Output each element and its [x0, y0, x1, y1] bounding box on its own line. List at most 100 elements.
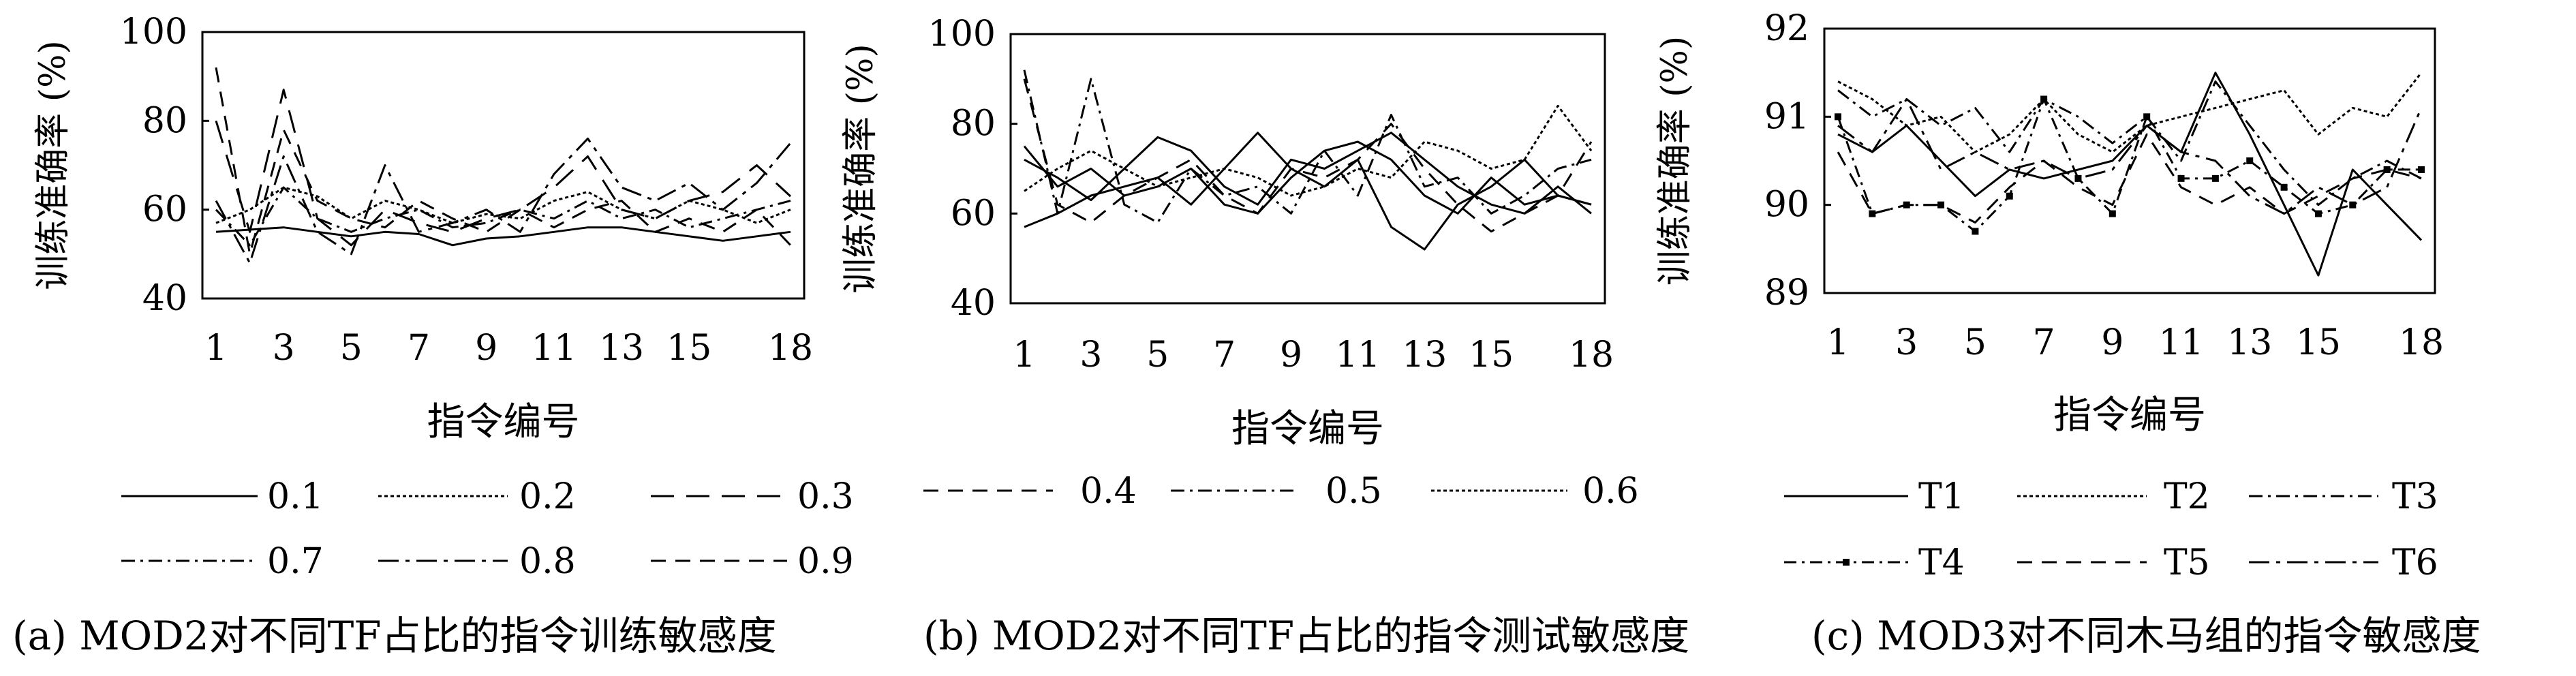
y-tick-label: 80	[951, 104, 996, 144]
legend-label: 0.8	[519, 541, 576, 582]
legend-label: T2	[2164, 476, 2210, 517]
series-line-T1	[1837, 72, 2423, 277]
series-line-T2	[1837, 72, 2423, 153]
y-tick-label: 100	[928, 14, 996, 55]
x-tick-label: 13	[1402, 335, 1447, 375]
caption-a: (a) MOD2对不同TF占比的指令训练敏感度	[12, 613, 777, 659]
series-point	[2349, 201, 2357, 209]
series-point	[2383, 166, 2391, 173]
caption-b: (b) MOD2对不同TF占比的指令测试敏感度	[923, 613, 1689, 659]
x-axis-label: 指令编号	[1231, 407, 1384, 451]
y-tick-label: 80	[142, 100, 187, 141]
x-tick-label: 1	[1826, 322, 1849, 363]
series-point	[2006, 192, 2013, 200]
series-point	[2211, 174, 2219, 182]
series-line-T5	[1837, 133, 2422, 224]
legend-label: 0.3	[797, 476, 854, 517]
legend-label: 0.9	[797, 541, 854, 582]
plot-frame	[201, 31, 806, 300]
series-group	[1835, 72, 2425, 277]
x-tick-label: 15	[666, 328, 711, 369]
series-line-T6	[1837, 98, 2423, 215]
x-tick-label: 18	[768, 328, 813, 369]
y-tick-label: 60	[142, 189, 187, 230]
y-tick-label: 91	[1764, 96, 1809, 137]
x-tick-label: 5	[1146, 335, 1169, 375]
y-axis-label: 训练准确率 (%)	[840, 44, 881, 294]
x-tick-label: 3	[1895, 322, 1918, 363]
x-tick-label: 13	[599, 328, 644, 369]
series-point	[1937, 201, 1945, 209]
x-axis-label: 指令编号	[427, 400, 580, 444]
x-tick-label: 9	[475, 328, 497, 369]
captions: (a) MOD2对不同TF占比的指令训练敏感度 (b) MOD2对不同TF占比的指…	[12, 613, 2481, 659]
series-line-0.6	[1024, 104, 1593, 197]
series-group	[215, 67, 792, 264]
y-tick-label: 40	[951, 283, 996, 324]
legend-label: T3	[2392, 476, 2438, 517]
series-line-0.3	[215, 89, 792, 247]
x-tick-label: 5	[340, 328, 363, 369]
x-tick-label: 7	[1213, 335, 1236, 375]
series-line-0.1	[215, 226, 791, 247]
legend-label: 0.1	[267, 476, 324, 517]
series-point	[2246, 157, 2254, 164]
y-tick-label: 90	[1764, 185, 1809, 226]
legend-label: T4	[1918, 542, 1965, 583]
series-group	[1023, 70, 1593, 251]
y-axis-label: 训练准确率 (%)	[33, 40, 74, 290]
x-tick-label: 1	[204, 328, 227, 369]
x-tick-label: 13	[2227, 322, 2272, 363]
y-tick-label: 40	[142, 278, 187, 319]
legend-label: T5	[2164, 542, 2210, 583]
legend-label: T6	[2392, 542, 2438, 583]
y-tick-label: 60	[951, 193, 996, 234]
series-point	[2418, 166, 2425, 173]
x-tick-label: 5	[1964, 322, 1987, 363]
series-point	[1869, 210, 1876, 217]
legend-label: 0.6	[1582, 471, 1639, 512]
series-point	[2040, 95, 2048, 103]
series-point	[2280, 183, 2288, 191]
caption-c: (c) MOD3对不同木马组的指令敏感度	[1811, 613, 2481, 659]
legend-label: 0.4	[1080, 471, 1137, 512]
x-axis-label: 指令编号	[2053, 393, 2206, 437]
legend-label: T1	[1918, 476, 1965, 517]
x-tick-label: 9	[1280, 335, 1302, 375]
series-line-T4	[1837, 98, 2421, 232]
series-point	[2143, 113, 2151, 121]
x-tick-label: 18	[2399, 322, 2444, 363]
x-tick-label: 11	[532, 328, 577, 369]
series-line-0.4	[1023, 78, 1593, 233]
y-tick-label: 92	[1764, 8, 1809, 49]
legends: 0.1 0.2 0.3 0.7 0.8 0.9 0.4 0.5 0.6 T1 T2 T3 T4 T5 T6	[121, 471, 2438, 583]
x-tick-label: 3	[273, 328, 295, 369]
x-tick-label: 7	[2033, 322, 2055, 363]
series-line-0.5	[1023, 70, 1592, 224]
legend-label: 0.5	[1325, 471, 1382, 512]
y-axis-label: 训练准确率 (%)	[1655, 36, 1696, 286]
x-tick-label: 18	[1569, 335, 1614, 375]
series-line-0.7	[215, 186, 791, 247]
x-tick-label: 1	[1013, 335, 1035, 375]
x-tick-label: 3	[1079, 335, 1102, 375]
legend-marker	[1843, 559, 1850, 566]
series-point	[2314, 210, 2322, 217]
series-point	[1972, 228, 1979, 235]
series-point	[1835, 113, 1841, 121]
x-tick-label: 7	[408, 328, 430, 369]
x-tick-label: 11	[2158, 322, 2203, 363]
x-tick-label: 9	[2101, 322, 2123, 363]
plot-frame	[1823, 27, 2436, 294]
plot-frame	[1009, 33, 1606, 305]
y-tick-label: 100	[120, 12, 187, 52]
series-point	[2109, 210, 2116, 217]
x-tick-label: 11	[1335, 335, 1380, 375]
series-line-0.3	[1023, 140, 1592, 215]
series-line-T3	[1837, 80, 2422, 206]
y-tick-label: 89	[1764, 273, 1809, 313]
